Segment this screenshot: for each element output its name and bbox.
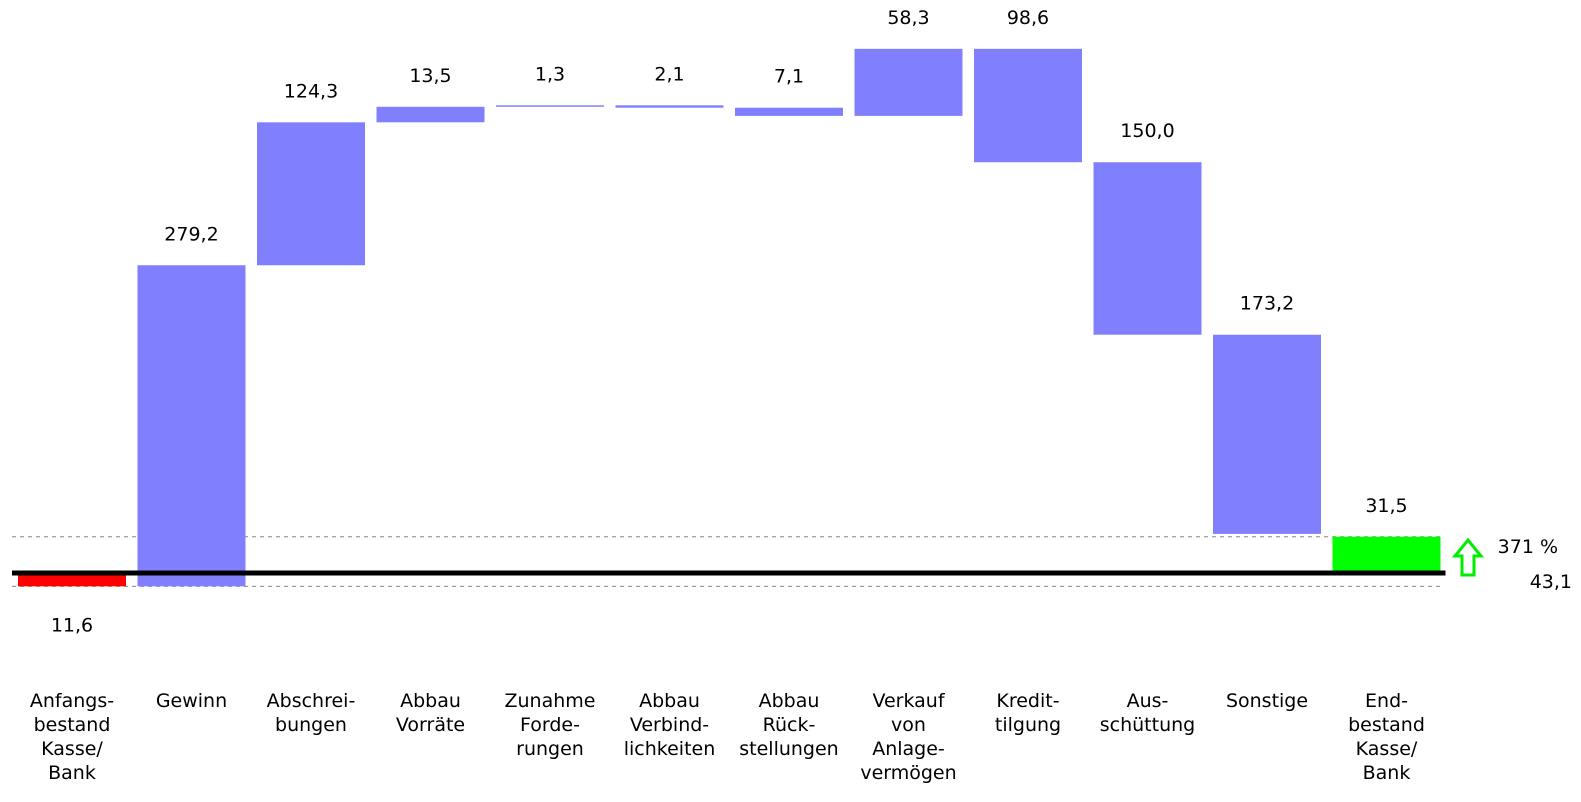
bar	[735, 107, 843, 116]
x-tick-label: Kredit-tilgung	[995, 690, 1061, 736]
x-tick-label: Sonstige	[1226, 690, 1308, 712]
bar	[1213, 334, 1321, 534]
x-tick-label: End-bestand Kasse/Bank	[1348, 690, 1425, 784]
bar	[257, 122, 365, 266]
bar	[496, 105, 604, 107]
x-tick-label: Anfangs-bestand Kasse/Bank	[30, 690, 114, 784]
difference-annotation: 43,1	[1530, 571, 1572, 593]
value-label: 13,5	[409, 65, 451, 87]
x-tick-label: Abbau Verbind-lichkeiten	[624, 690, 716, 760]
x-tick-label: Abschrei-bungen	[267, 690, 356, 736]
bar	[137, 265, 246, 587]
value-label: 2,1	[654, 63, 684, 85]
value-label: 7,1	[774, 66, 804, 88]
percent-annotation: 371 %	[1498, 536, 1558, 558]
bar	[854, 48, 963, 116]
bar	[615, 105, 724, 108]
x-tick-label: Abbau Vorräte	[396, 690, 465, 736]
bar	[1332, 536, 1441, 573]
x-tick-label: Abbau Rück-stellungen	[739, 690, 838, 760]
value-label: 98,6	[1007, 7, 1049, 29]
change-arrow	[1451, 537, 1485, 577]
value-label: 124,3	[284, 80, 338, 102]
value-label: 11,6	[51, 614, 93, 636]
bar	[974, 48, 1082, 163]
value-label: 173,2	[1240, 293, 1294, 315]
bar	[376, 106, 485, 123]
x-tick-label: Zunahme Forde-rungen	[505, 690, 596, 760]
value-label: 150,0	[1120, 120, 1174, 142]
value-label: 1,3	[535, 63, 565, 85]
bar	[18, 573, 126, 587]
value-label: 58,3	[887, 7, 929, 29]
value-label: 279,2	[164, 223, 218, 245]
x-tick-label: Gewinn	[156, 690, 227, 712]
value-label: 31,5	[1365, 495, 1407, 517]
bar	[1093, 162, 1202, 335]
x-tick-label: Verkauf von Anlage-vermögen	[860, 690, 956, 784]
x-tick-label: Aus-schüttung	[1100, 690, 1195, 736]
